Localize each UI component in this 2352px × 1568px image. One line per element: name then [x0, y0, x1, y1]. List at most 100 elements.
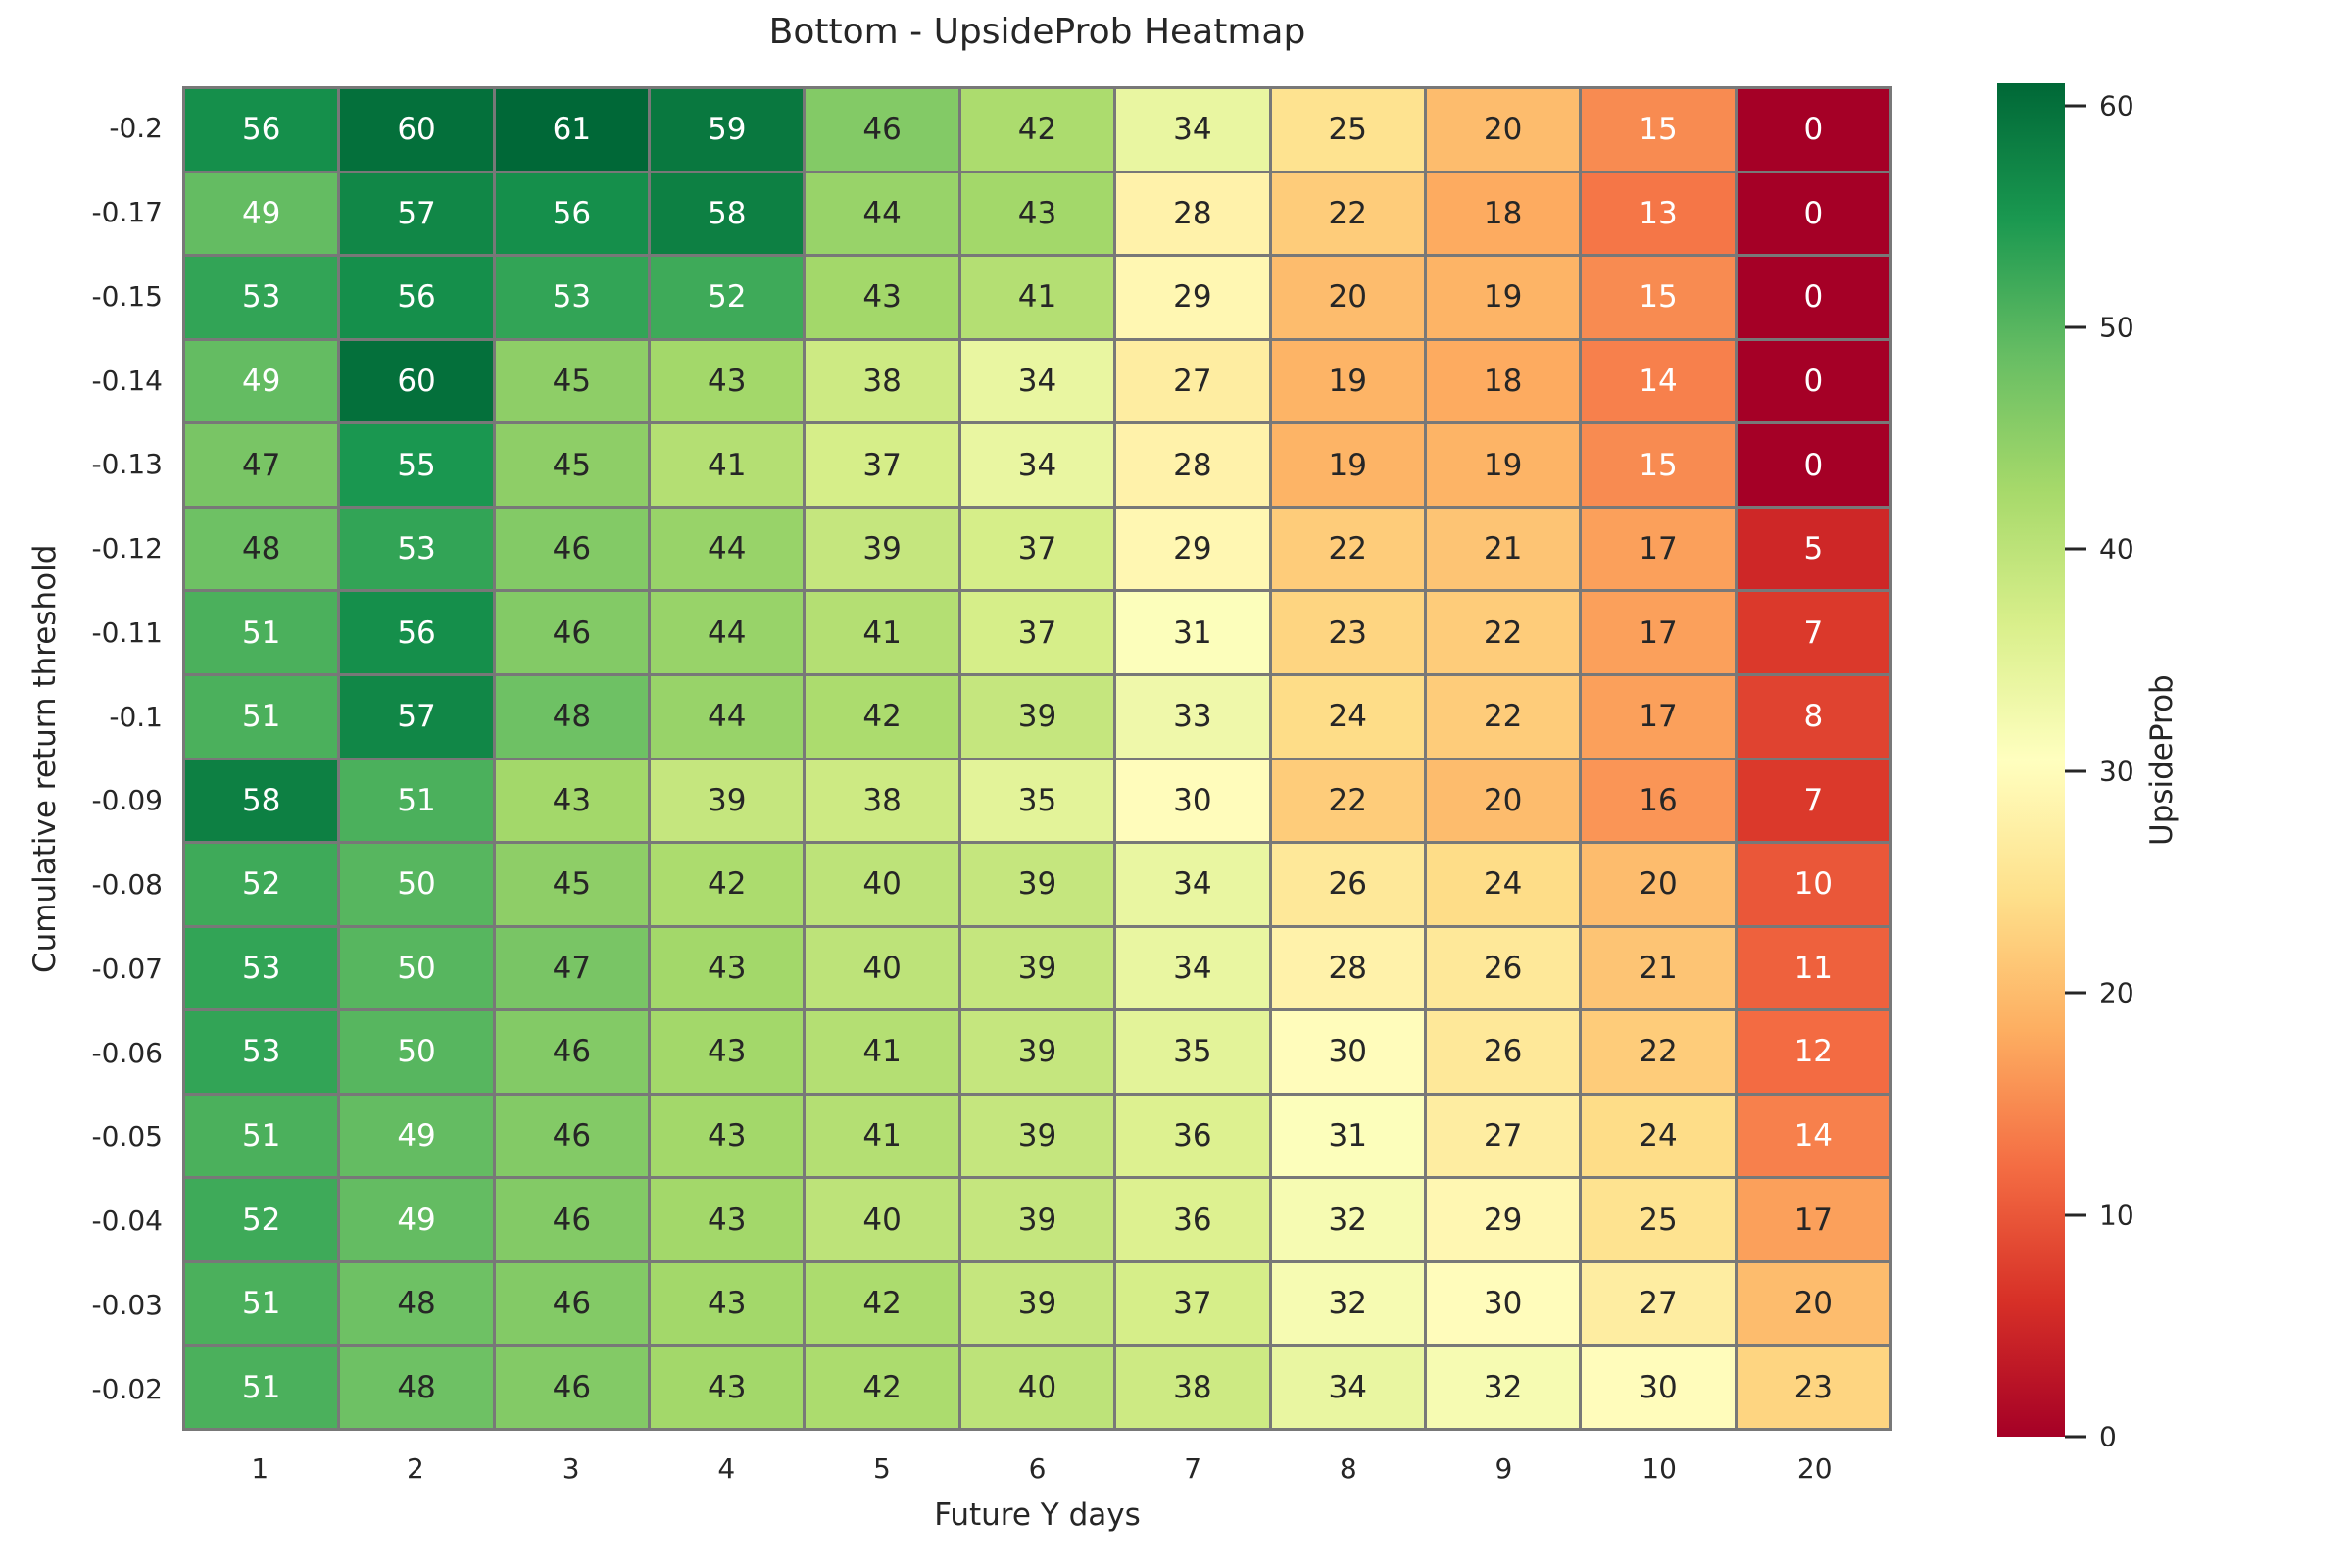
- heatmap-cell: 53: [185, 1011, 338, 1093]
- heatmap-cell: 53: [185, 927, 338, 1009]
- heatmap-cell: 26: [1271, 844, 1424, 925]
- heatmap-cell: 40: [806, 927, 958, 1009]
- heatmap-cell: 22: [1271, 760, 1424, 842]
- heatmap-cell: 56: [340, 257, 493, 338]
- heatmap-cell: 41: [806, 1095, 958, 1177]
- heatmap-cell: 44: [806, 172, 958, 255]
- heatmap-cell: 49: [340, 1095, 493, 1177]
- heatmap-cell: 21: [1426, 508, 1580, 590]
- heatmap-cell: 39: [960, 1179, 1114, 1260]
- heatmap-cell: 33: [1116, 675, 1269, 758]
- heatmap-cell: 20: [1582, 844, 1735, 925]
- heatmap-cell: 25: [1582, 1179, 1735, 1260]
- heatmap-cell: 23: [1737, 1347, 1889, 1428]
- y-tick-label: -0.11: [91, 615, 163, 649]
- heatmap-cell: 34: [960, 340, 1114, 422]
- heatmap-cell: 39: [960, 927, 1114, 1009]
- colorbar-tick-mark: [2065, 1435, 2086, 1439]
- heatmap-cell: 37: [960, 508, 1114, 590]
- heatmap-cell: 46: [495, 1095, 649, 1177]
- heatmap-cell: 58: [651, 172, 804, 255]
- heatmap-cell: 61: [495, 89, 649, 171]
- heatmap-cell: 52: [185, 1179, 338, 1260]
- heatmap-cell: 12: [1737, 1011, 1889, 1093]
- heatmap-cell: 0: [1737, 257, 1889, 338]
- heatmap-cell: 41: [651, 424, 804, 506]
- heatmap-cell: 31: [1271, 1095, 1424, 1177]
- heatmap-cell: 15: [1582, 89, 1735, 171]
- colorbar-gradient: [1997, 83, 2065, 1437]
- heatmap-cell: 24: [1271, 675, 1424, 758]
- heatmap-cell: 18: [1426, 172, 1580, 255]
- heatmap-cell: 39: [960, 1011, 1114, 1093]
- heatmap-cell: 34: [1271, 1347, 1424, 1428]
- colorbar-tick-label: 20: [2099, 976, 2134, 1009]
- heatmap-cell: 39: [960, 1262, 1114, 1345]
- heatmap-cell: 56: [340, 592, 493, 673]
- heatmap-cell: 48: [185, 508, 338, 590]
- y-tick-label: -0.13: [91, 448, 163, 481]
- heatmap-cell: 18: [1426, 340, 1580, 422]
- heatmap-cell: 46: [495, 1179, 649, 1260]
- x-tick-label: 20: [1796, 1451, 1833, 1485]
- heatmap-cell: 24: [1582, 1095, 1735, 1177]
- heatmap-cell: 32: [1271, 1262, 1424, 1345]
- x-tick-label: 1: [251, 1451, 270, 1485]
- x-tick-label: 3: [562, 1451, 580, 1485]
- colorbar-tick-mark: [2065, 991, 2086, 995]
- heatmap-cell: 44: [651, 592, 804, 673]
- heatmap-cell: 47: [495, 927, 649, 1009]
- colorbar-tick-label: 60: [2099, 89, 2134, 122]
- heatmap-cell: 28: [1116, 424, 1269, 506]
- y-tick-label: -0.08: [91, 868, 163, 902]
- colorbar-tick-mark: [2065, 769, 2086, 773]
- heatmap-cell: 28: [1116, 172, 1269, 255]
- heatmap-cell: 52: [651, 257, 804, 338]
- heatmap-cell: 34: [1116, 844, 1269, 925]
- heatmap-cell: 27: [1426, 1095, 1580, 1177]
- heatmap-cell: 31: [1116, 592, 1269, 673]
- heatmap-cell: 44: [651, 675, 804, 758]
- heatmap-cell: 32: [1271, 1179, 1424, 1260]
- heatmap-cell: 37: [1116, 1262, 1269, 1345]
- heatmap-cell: 19: [1426, 257, 1580, 338]
- heatmap-cell: 51: [185, 1262, 338, 1345]
- colorbar-tick-label: 30: [2099, 755, 2134, 788]
- y-tick-label: -0.14: [91, 364, 163, 397]
- heatmap-cell: 22: [1426, 592, 1580, 673]
- heatmap-cell: 14: [1737, 1095, 1889, 1177]
- heatmap-cell: 8: [1737, 675, 1889, 758]
- heatmap-cell: 5: [1737, 508, 1889, 590]
- x-tick-label: 7: [1184, 1451, 1202, 1485]
- heatmap-cell: 43: [960, 172, 1114, 255]
- colorbar-tick-mark: [2065, 547, 2086, 551]
- heatmap-cell: 46: [495, 508, 649, 590]
- heatmap-cell: 29: [1116, 257, 1269, 338]
- heatmap-cell: 40: [806, 844, 958, 925]
- heatmap-cell: 7: [1737, 760, 1889, 842]
- heatmap-cell: 7: [1737, 592, 1889, 673]
- heatmap-cell: 21: [1582, 927, 1735, 1009]
- x-tick-label: 9: [1494, 1451, 1513, 1485]
- heatmap-cell: 28: [1271, 927, 1424, 1009]
- heatmap-cell: 40: [806, 1179, 958, 1260]
- heatmap-cell: 56: [495, 172, 649, 255]
- y-tick-label: -0.03: [91, 1288, 163, 1321]
- heatmap-cell: 29: [1426, 1179, 1580, 1260]
- heatmap-cell: 44: [651, 508, 804, 590]
- y-tick-label: -0.06: [91, 1036, 163, 1069]
- heatmap-cell: 27: [1582, 1262, 1735, 1345]
- heatmap-cell: 17: [1582, 592, 1735, 673]
- y-tick-label: -0.02: [91, 1372, 163, 1405]
- heatmap-cell: 27: [1116, 340, 1269, 422]
- heatmap-cell: 43: [651, 1011, 804, 1093]
- heatmap-cell: 57: [340, 675, 493, 758]
- colorbar-tick-label: 50: [2099, 311, 2134, 344]
- heatmap-cell: 20: [1737, 1262, 1889, 1345]
- heatmap-cell: 57: [340, 172, 493, 255]
- heatmap-cell: 20: [1426, 760, 1580, 842]
- heatmap-cell: 17: [1582, 675, 1735, 758]
- heatmap-cell: 22: [1271, 172, 1424, 255]
- heatmap-cell: 45: [495, 844, 649, 925]
